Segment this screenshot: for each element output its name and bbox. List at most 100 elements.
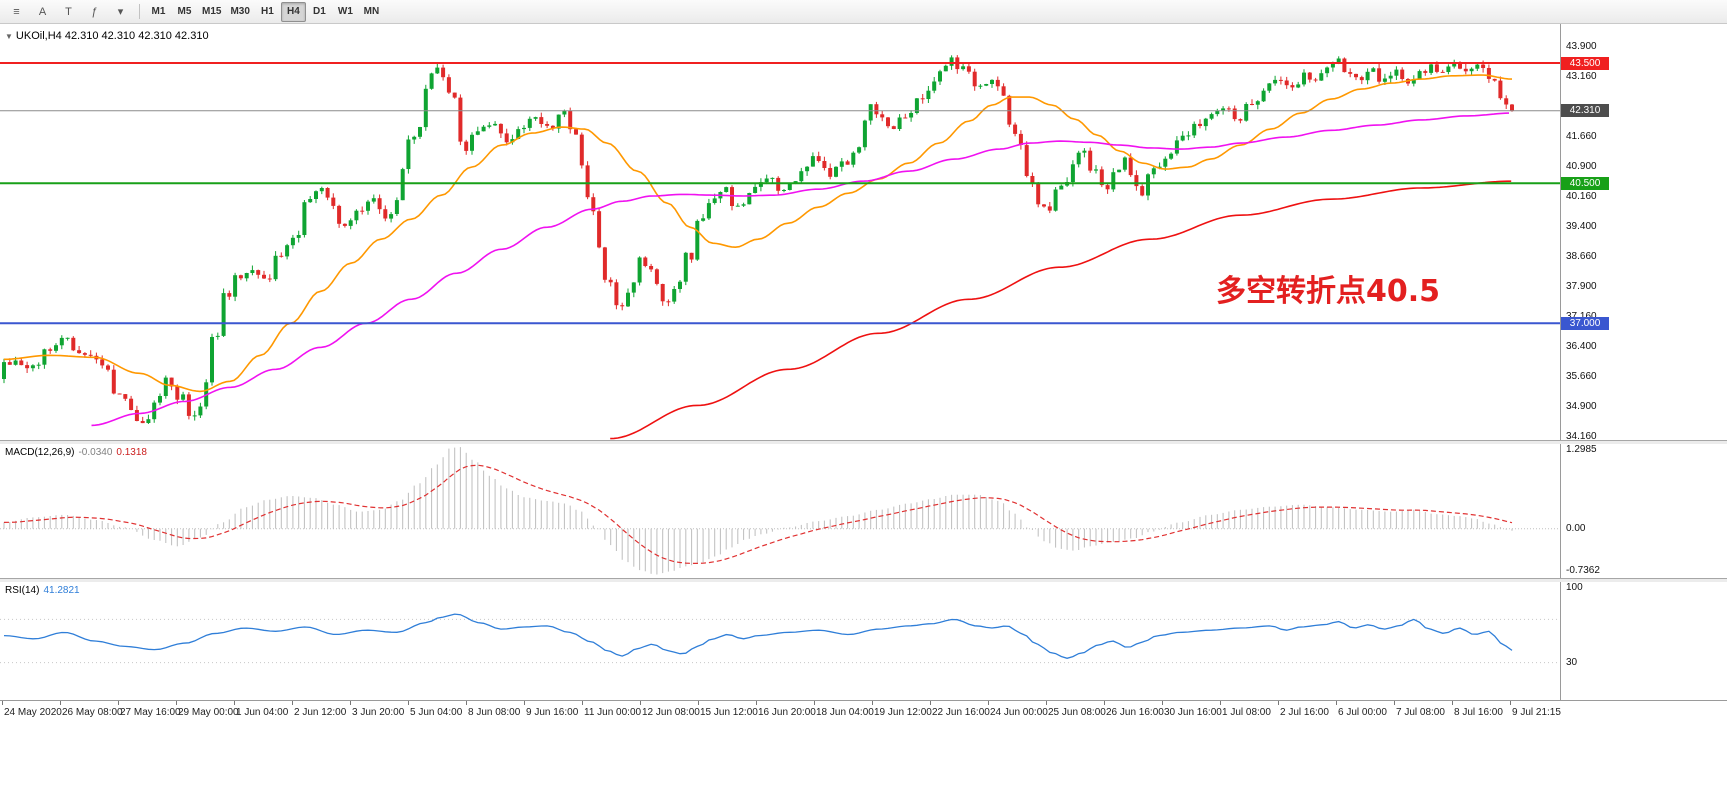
time-axis-label: 5 Jun 04:00 [410,707,463,718]
time-axis-label: 7 Jul 08:00 [1396,707,1445,718]
time-axis-label: 26 May 08:00 [62,707,123,718]
time-axis-label: 8 Jun 08:00 [468,707,521,718]
rsi-chart[interactable] [0,582,1560,700]
time-axis-tick [640,701,641,705]
macd-scale-label: 1.2985 [1566,444,1597,455]
price-scale-label: 38.660 [1566,251,1597,262]
main-price-scale[interactable]: 43.900 43.160 41.660 40.900 40.160 39.400 38.6… [1560,24,1727,442]
time-axis-label: 1 Jul 08:00 [1222,707,1271,718]
time-axis-tick [698,701,699,705]
timeframe-button-w1[interactable]: W1 [337,6,353,17]
main-chart-panel: ▼ UKOil,H4 42.310 42.310 42.310 42.310 多空… [0,24,1727,442]
price-scale-label: 39.400 [1566,221,1597,232]
macd-chart[interactable] [0,444,1560,578]
time-axis-label: 19 Jun 12:00 [874,707,932,718]
time-axis-tick [582,701,583,705]
current-price-badge: 42.310 [1561,104,1609,117]
time-axis-label: 29 May 00:00 [178,707,239,718]
time-axis-label: 2 Jul 16:00 [1280,707,1329,718]
time-axis-tick [292,701,293,705]
time-axis-tick [1104,701,1105,705]
time-axis-label: 1 Jun 04:00 [236,707,289,718]
price-scale-label: 37.900 [1566,281,1597,292]
time-axis-label: 12 Jun 08:00 [642,707,700,718]
timeframe-buttons: M1 M5 M15 M30 H1 H4 D1 W1 MN [146,1,384,22]
macd-scale[interactable]: 1.2985 0.00 -0.7362 [1560,444,1727,578]
main-chart-plot[interactable]: ▼ UKOil,H4 42.310 42.310 42.310 42.310 多空… [0,24,1560,440]
time-axis-label: 2 Jun 12:00 [294,707,347,718]
timeframe-button-h1[interactable]: H1 [261,6,274,17]
macd-scale-label: 0.00 [1566,523,1586,534]
time-axis-tick [1336,701,1337,705]
time-axis-label: 25 Jun 08:00 [1048,707,1106,718]
timeframe-button-m1[interactable]: M1 [151,6,166,17]
rsi-scale-label: 100 [1566,582,1583,593]
time-axis-label: 30 Jun 16:00 [1164,707,1222,718]
time-axis-tick [1220,701,1221,705]
timeframe-button-mn[interactable]: MN [363,6,380,17]
time-axis-tick [60,701,61,705]
template-icon[interactable]: T [65,5,72,18]
macd-signal-value: 0.1318 [116,447,147,458]
macd-label: MACD(12,26,9) -0.0340 0.1318 [5,447,147,458]
rsi-name: RSI(14) [5,585,40,596]
rsi-label: RSI(14) 41.2821 [5,585,80,596]
time-axis-label: 9 Jun 16:00 [526,707,579,718]
rsi-plot[interactable]: RSI(14) 41.2821 [0,582,1560,700]
panel-splitter-1[interactable] [0,440,1727,444]
price-level-badge: 37.000 [1561,317,1609,330]
time-axis-label: 26 Jun 16:00 [1106,707,1164,718]
price-scale-label: 36.400 [1566,341,1597,352]
macd-plot[interactable]: MACD(12,26,9) -0.0340 0.1318 [0,444,1560,578]
rsi-scale-label: 30 [1566,657,1578,668]
time-axis-tick [1278,701,1279,705]
timeframe-button-h4[interactable]: H4 [280,1,306,22]
price-scale-label: 41.660 [1566,131,1597,142]
price-level-badge: 43.500 [1561,57,1609,70]
time-axis-tick [1046,701,1047,705]
time-axis-tick [350,701,351,705]
time-axis-label: 27 May 16:00 [120,707,181,718]
macd-value: -0.0340 [78,447,113,458]
rsi-scale[interactable]: 100 30 [1560,582,1727,700]
symbol-ohlc-text: UKOil,H4 42.310 42.310 42.310 42.310 [15,30,209,42]
panel-splitter-2[interactable] [0,578,1727,582]
candlestick-chart[interactable] [0,24,1560,440]
price-scale-label: 40.900 [1566,161,1597,172]
text-annotation-icon[interactable]: A [38,5,47,18]
price-scale-label: 34.900 [1566,401,1597,412]
price-level-badge: 40.500 [1561,177,1609,190]
caret-down-icon[interactable]: ▾ [117,6,124,18]
timeframe-button-d1[interactable]: D1 [313,6,326,17]
time-axis-tick [466,701,467,705]
price-scale-label: 35.660 [1566,371,1597,382]
timeframe-button-m15[interactable]: M15 [202,6,222,17]
time-axis-label: 24 May 2020 [4,707,62,718]
time-axis-label: 11 Jun 00:00 [584,707,642,718]
chart-list-icon[interactable]: ≡ [13,5,20,18]
time-axis-label: 16 Jun 20:00 [758,707,816,718]
time-axis-tick [1162,701,1163,705]
time-axis-label: 6 Jul 00:00 [1338,707,1387,718]
toolbar-separator [139,4,140,19]
time-axis-tick [1510,701,1511,705]
timeframe-button-m5[interactable]: M5 [177,6,192,17]
time-axis-label: 22 Jun 16:00 [932,707,990,718]
macd-panel: MACD(12,26,9) -0.0340 0.1318 1.2985 0.00 -0.… [0,444,1727,578]
time-axis-tick [988,701,989,705]
price-scale-label: 43.160 [1566,71,1597,82]
time-axis-tick [814,701,815,705]
indicator-icon[interactable]: ƒ [91,5,98,18]
price-scale-label: 40.160 [1566,191,1597,202]
time-axis-label: 8 Jul 16:00 [1454,707,1503,718]
time-axis-label: 9 Jul 21:15 [1512,707,1561,718]
time-axis[interactable]: 24 May 2020 26 May 08:00 27 May 16:00 29 Ma… [0,700,1727,727]
time-axis-tick [524,701,525,705]
timeframe-button-m30[interactable]: M30 [230,6,250,17]
collapse-caret-icon[interactable]: ▼ [5,32,13,41]
rsi-value: 41.2821 [43,585,80,596]
annotation-text: 多空转折点40.5 [1216,274,1441,309]
